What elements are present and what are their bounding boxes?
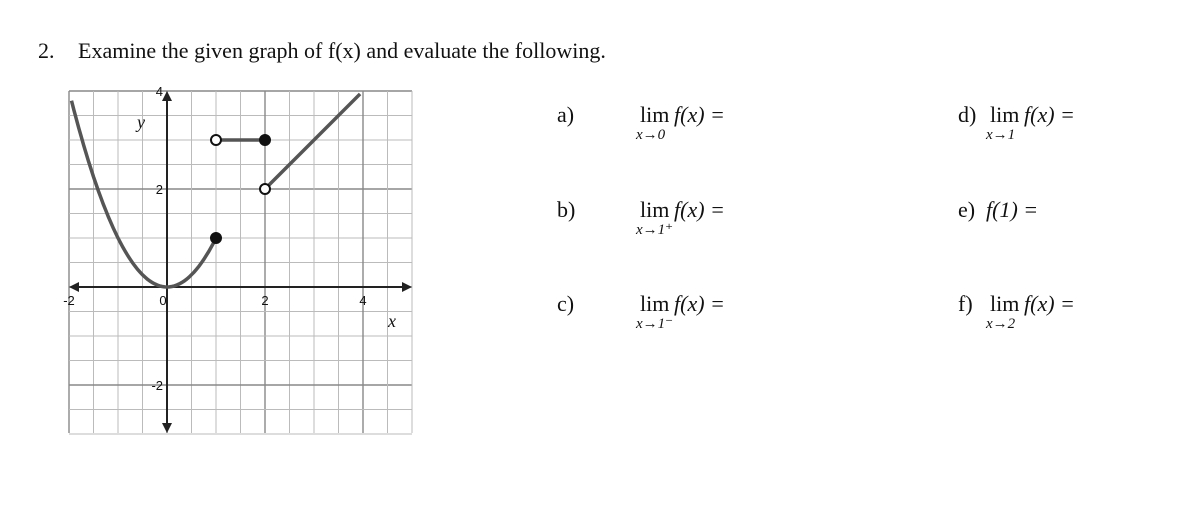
expr: f(x) =: [674, 197, 725, 222]
closed-dot: [259, 134, 271, 146]
graph-grid: -2 0 2 4 4 2 -2 y x: [63, 84, 413, 435]
item-label: b): [557, 197, 575, 222]
lim-sub: x→0: [635, 127, 666, 143]
expr: f(x) =: [1024, 291, 1075, 316]
item-label: f): [958, 291, 973, 316]
open-dot: [210, 134, 222, 146]
x-tick-label: -2: [63, 293, 75, 308]
expr: f(x) =: [674, 291, 725, 316]
x-tick-label: 2: [261, 293, 268, 308]
questions: a) lim f(x) =x→0b) lim f(x) =x→1⁺c) lim f(x) =…: [557, 102, 1075, 332]
expr: f(x) =: [1024, 102, 1075, 127]
y-tick-label: 4: [156, 84, 163, 99]
curve: [263, 92, 362, 191]
lim-sub: x→2: [985, 316, 1016, 332]
x-tick-label: 4: [359, 293, 366, 308]
lim-sub: x→1⁻: [635, 316, 673, 332]
expr: f(x) =: [674, 102, 725, 127]
y-tick-label: 2: [156, 182, 163, 197]
lim: lim: [640, 197, 669, 222]
item-label: d): [958, 102, 976, 127]
y-tick-label: -2: [151, 378, 163, 393]
x-axis-label: x: [387, 311, 396, 331]
curve: [69, 100, 218, 289]
item-label: c): [557, 291, 574, 316]
lim: lim: [640, 102, 669, 127]
lim: lim: [990, 291, 1019, 316]
question-number: 2.: [38, 38, 55, 63]
lim-sub: x→1⁺: [635, 222, 673, 238]
expr: f(1) =: [986, 197, 1038, 222]
item-label: a): [557, 102, 574, 127]
lim: lim: [990, 102, 1019, 127]
x-tick-label: 0: [159, 293, 166, 308]
lim: lim: [640, 291, 669, 316]
closed-dot: [210, 232, 222, 244]
y-axis-label: y: [135, 112, 145, 132]
question-title: Examine the given graph of f(x) and eval…: [78, 38, 606, 63]
lim-sub: x→1: [985, 127, 1015, 143]
open-dot: [259, 183, 271, 195]
item-label: e): [958, 197, 975, 222]
